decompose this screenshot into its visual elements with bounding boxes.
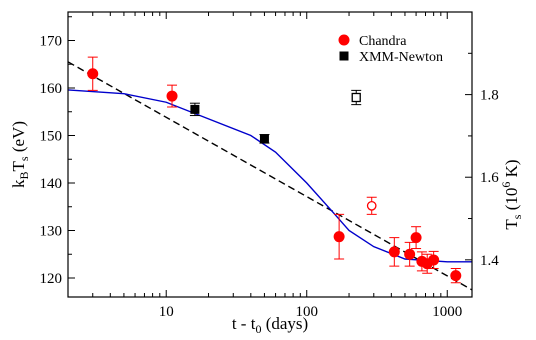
y-axis-label: kBTs (eV)	[9, 121, 31, 188]
legend-label: Chandra	[359, 34, 407, 49]
plot-frame	[67, 11, 473, 298]
x-tick-label: 100	[295, 304, 318, 320]
x-axis-label-base: t - t	[232, 314, 256, 333]
chandra-point	[366, 196, 377, 215]
chandra-point	[333, 213, 345, 260]
y-tick-label: 160	[40, 81, 63, 97]
legend-circle-marker	[338, 34, 350, 46]
square-marker	[190, 104, 200, 114]
x-axis-label-tail: (days)	[261, 314, 308, 333]
chandra-point	[388, 237, 400, 267]
circle-marker	[333, 231, 345, 243]
x-tick-label: 1000	[432, 304, 462, 320]
y-axis-label-pre: k	[9, 179, 28, 188]
axis-layer: 10 100 1000 120 130 140 150 160 170 1.4 1.6 1.8 t - …	[9, 11, 524, 336]
legend-square-marker	[339, 51, 349, 61]
y-right-tick-label: 1.4	[480, 253, 499, 269]
square-marker	[259, 134, 269, 144]
y-right-axis-label-tail: K)	[502, 159, 521, 181]
y-right-axis-label-pre: T	[502, 219, 521, 230]
y-axis-label-sub1: B	[17, 171, 31, 179]
y-right-axis-label: Ts (106 K)	[499, 159, 524, 229]
x-tick-label: 10	[159, 304, 174, 320]
y-right-axis-label-sup: 6	[499, 182, 513, 188]
xmm-newton-point	[351, 89, 362, 106]
y-right-axis-label-mid: (10	[502, 188, 521, 215]
y-right-tick-label: 1.8	[480, 88, 499, 104]
y-axis-label-mid: T	[9, 160, 28, 171]
model-curve-line	[68, 89, 472, 263]
circle-marker	[388, 246, 400, 258]
circle-marker	[166, 90, 178, 102]
chandra-point	[166, 84, 178, 108]
open-square-marker	[351, 92, 361, 103]
xmm-newton-point	[259, 134, 270, 144]
y-right-tick-label: 1.6	[480, 170, 499, 186]
circle-marker	[404, 248, 416, 260]
legend-label: XMM-Newton	[359, 50, 443, 65]
dashed-fit-line	[68, 61, 472, 291]
y-tick-label: 170	[40, 34, 63, 50]
x-axis-label: t - t0 (days)	[232, 314, 308, 336]
circle-marker	[428, 254, 440, 266]
xmm-newton-point	[189, 102, 200, 117]
chandra-point	[450, 268, 462, 284]
y-tick-label: 120	[40, 271, 63, 287]
y-tick-label: 150	[40, 129, 63, 145]
series-layer	[68, 56, 472, 291]
circle-marker	[410, 232, 422, 244]
circle-marker	[87, 68, 99, 80]
chandra-point	[87, 56, 99, 91]
open-circle-marker	[366, 200, 377, 211]
y-right-axis-label-sub1: s	[510, 214, 524, 219]
y-tick-label: 130	[40, 224, 63, 240]
chandra-point	[410, 226, 422, 250]
x-axis-label-sub: 0	[255, 322, 261, 336]
y-axis-label-sub2: s	[17, 156, 31, 161]
chandra-point	[404, 241, 416, 267]
circle-marker	[450, 270, 462, 282]
y-axis-label-tail: (eV)	[9, 121, 28, 156]
chandra-point	[428, 250, 440, 269]
y-tick-label: 140	[40, 176, 63, 192]
